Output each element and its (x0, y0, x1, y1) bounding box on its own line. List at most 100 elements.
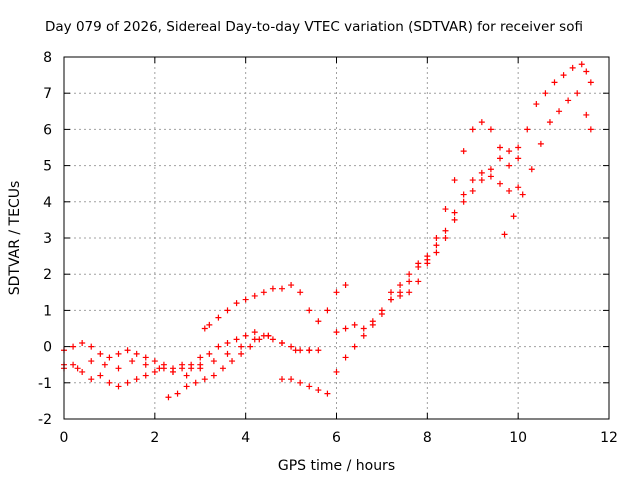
data-point (478, 119, 485, 126)
data-point (142, 372, 149, 379)
data-point (142, 354, 149, 361)
data-point (460, 191, 467, 198)
data-point (79, 368, 86, 375)
data-point (469, 126, 476, 133)
data-point (97, 372, 104, 379)
data-point (288, 343, 295, 350)
data-point (133, 350, 140, 357)
data-point (578, 61, 585, 68)
data-point (442, 206, 449, 213)
data-point (515, 155, 522, 162)
data-point (297, 379, 304, 386)
data-point (501, 231, 508, 238)
data-point (497, 155, 503, 162)
data-point (242, 296, 249, 303)
data-point (201, 325, 208, 332)
data-point (506, 148, 513, 155)
data-point (528, 166, 535, 173)
data-point (351, 321, 358, 328)
data-point (360, 332, 367, 339)
data-point (487, 173, 494, 180)
data-point (151, 358, 158, 365)
data-point (569, 64, 576, 71)
data-point (79, 339, 86, 346)
data-point (587, 79, 594, 86)
data-point (324, 390, 331, 397)
data-point (515, 184, 522, 191)
data-point (115, 350, 122, 357)
y-tick-label: -1 (38, 376, 52, 392)
series-4 (165, 332, 272, 401)
data-point (406, 278, 413, 285)
data-point (124, 347, 131, 354)
x-tick-labels: 0 2 4 6 8 10 12 (60, 430, 618, 446)
data-point (242, 332, 249, 339)
data-point (342, 325, 349, 332)
data-point (333, 368, 340, 375)
data-point (397, 292, 404, 299)
data-point (342, 282, 349, 289)
x-tick-label: 2 (150, 430, 159, 446)
data-point (378, 307, 385, 314)
data-point (469, 187, 476, 194)
data-point (306, 347, 313, 354)
data-point (265, 332, 272, 339)
data-point (260, 289, 267, 296)
data-point (510, 213, 517, 220)
y-tick-label: 3 (43, 231, 52, 247)
data-point (574, 90, 581, 97)
series-3 (61, 332, 313, 379)
data-point (156, 365, 163, 372)
x-tick-label: 0 (60, 430, 69, 446)
data-point (292, 347, 299, 354)
data-point (583, 111, 590, 118)
data-point (106, 354, 113, 361)
data-point (497, 144, 503, 151)
data-point (251, 292, 258, 299)
data-point (506, 187, 513, 194)
data-point (165, 394, 172, 401)
data-point (183, 372, 190, 379)
data-point (97, 350, 104, 357)
data-point (560, 72, 567, 79)
data-point (360, 325, 367, 332)
data-point (219, 365, 226, 372)
data-point (433, 235, 440, 241)
data-point (537, 140, 544, 147)
data-point (215, 343, 222, 350)
data-point (210, 372, 217, 379)
y-tick-label: 2 (43, 267, 52, 283)
data-point (542, 90, 549, 97)
y-axis-label: SDTVAR / TECUs (7, 181, 23, 296)
data-point (415, 278, 422, 285)
data-point (388, 296, 394, 303)
y-tick-label: 6 (43, 122, 52, 138)
data-point (279, 339, 285, 346)
data-point (238, 343, 245, 350)
x-tick-label: 4 (241, 430, 250, 446)
data-point (297, 289, 304, 296)
data-point (247, 343, 254, 350)
data-point (451, 216, 458, 223)
data-point (433, 249, 440, 256)
data-point (124, 379, 131, 386)
data-point (101, 361, 108, 368)
data-point (88, 343, 95, 350)
data-point (88, 358, 95, 365)
data-point (451, 177, 458, 184)
x-tick-label: 10 (509, 430, 527, 446)
data-point (279, 285, 285, 292)
data-point (233, 300, 240, 307)
series-8 (501, 90, 594, 238)
data-points (61, 61, 594, 401)
data-point (406, 271, 413, 278)
data-point (315, 387, 322, 394)
data-point (306, 383, 313, 390)
data-point (406, 289, 413, 296)
data-point (106, 379, 113, 386)
data-point (487, 166, 494, 173)
data-point (192, 379, 199, 386)
data-point (515, 144, 522, 151)
data-point (497, 180, 503, 187)
